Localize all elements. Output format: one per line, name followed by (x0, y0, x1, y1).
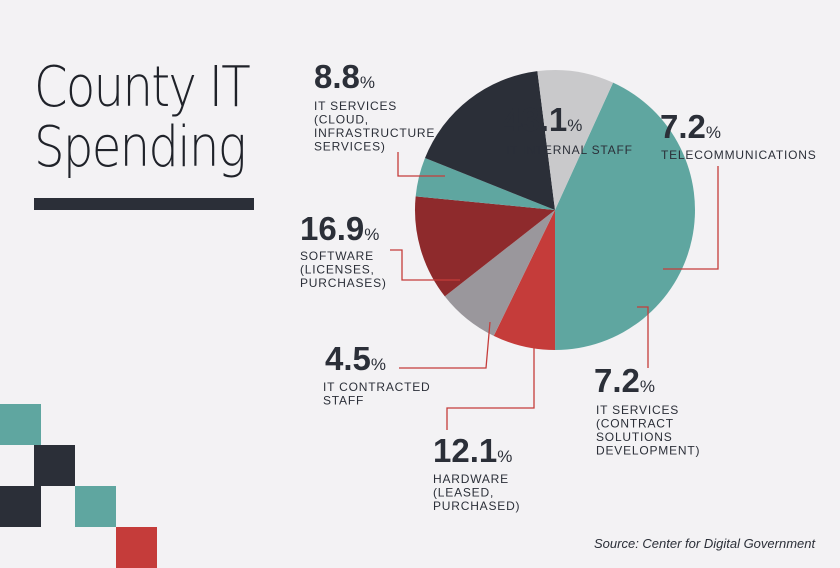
pie-slice-1 (493, 210, 556, 350)
decor-square-teal-1 (0, 404, 41, 445)
pie-slice-6 (537, 70, 614, 210)
slice-label-6-line-3: SERVICES) (314, 140, 386, 154)
slice-label-3-line-2: PURCHASED) (433, 499, 520, 513)
pie-slice-3 (415, 196, 555, 297)
leader-line-6 (397, 152, 445, 177)
slice-percent-5: 16.9% (300, 210, 379, 247)
slice-label-4-line-0: IT CONTRACTED (323, 380, 431, 394)
title-line-2: Spending (34, 115, 247, 180)
slice-label-5-line-0: SOFTWARE (300, 249, 374, 263)
leader-line-2 (637, 306, 649, 368)
percent-symbol: % (706, 123, 721, 142)
slice-label-6-line-2: INFRASTRUCTURE (314, 126, 435, 140)
slice-percent-6: 8.8% (314, 58, 375, 95)
slice-label-3-line-1: (LEASED, (433, 486, 494, 500)
decor-square-teal-2 (75, 486, 116, 527)
pie-slice-4 (415, 158, 555, 210)
slice-label-2-line-1: (CONTRACT (596, 417, 674, 431)
pie-slice-0 (555, 82, 695, 351)
slice-label-1-line-0: TELECOMMUNICATIONS (661, 148, 817, 162)
slice-label-2-line-3: DEVELOPMENT) (596, 444, 700, 458)
source-note: Source: Center for Digital Government (594, 536, 816, 551)
slice-percent-2: 7.2% (594, 362, 655, 399)
slice-label-6-line-1: (CLOUD, (314, 113, 369, 127)
slice-label-2-line-2: SOLUTIONS (596, 430, 673, 444)
slice-label-2-line-0: IT SERVICES (596, 403, 679, 417)
decor-square-navy-1 (34, 445, 75, 486)
title-underline (34, 198, 254, 210)
pie-slice-5 (425, 71, 555, 211)
leader-line-1 (663, 166, 719, 270)
decor-square-navy-2 (0, 486, 41, 527)
percent-symbol: % (360, 73, 375, 92)
slice-percent-4: 4.5% (325, 340, 386, 377)
leader-line-4 (399, 321, 491, 369)
percent-symbol: % (364, 225, 379, 244)
slice-label-4-line-1: STAFF (323, 394, 364, 408)
leader-line-5 (390, 249, 460, 281)
pie-slice-2 (444, 210, 555, 336)
slice-label-0-line-0: IT INTERNAL STAFF (506, 143, 633, 157)
leader-line-3 (446, 338, 535, 430)
title-line-1: County IT (34, 55, 251, 120)
slice-label-5-line-1: (LICENSES, (300, 263, 375, 277)
slice-percent-1: 7.2% (660, 108, 721, 145)
percent-symbol: % (567, 116, 582, 135)
decor-square-red (116, 527, 157, 568)
slice-label-3-line-0: HARDWARE (433, 472, 509, 486)
page-title: County IT Spending (34, 55, 251, 180)
percent-symbol: % (371, 355, 386, 374)
slice-label-5-line-2: PURCHASES) (300, 276, 387, 290)
percent-symbol: % (497, 447, 512, 466)
slice-percent-3: 12.1% (433, 432, 512, 469)
percent-symbol: % (640, 377, 655, 396)
slice-label-6-line-0: IT SERVICES (314, 99, 397, 113)
